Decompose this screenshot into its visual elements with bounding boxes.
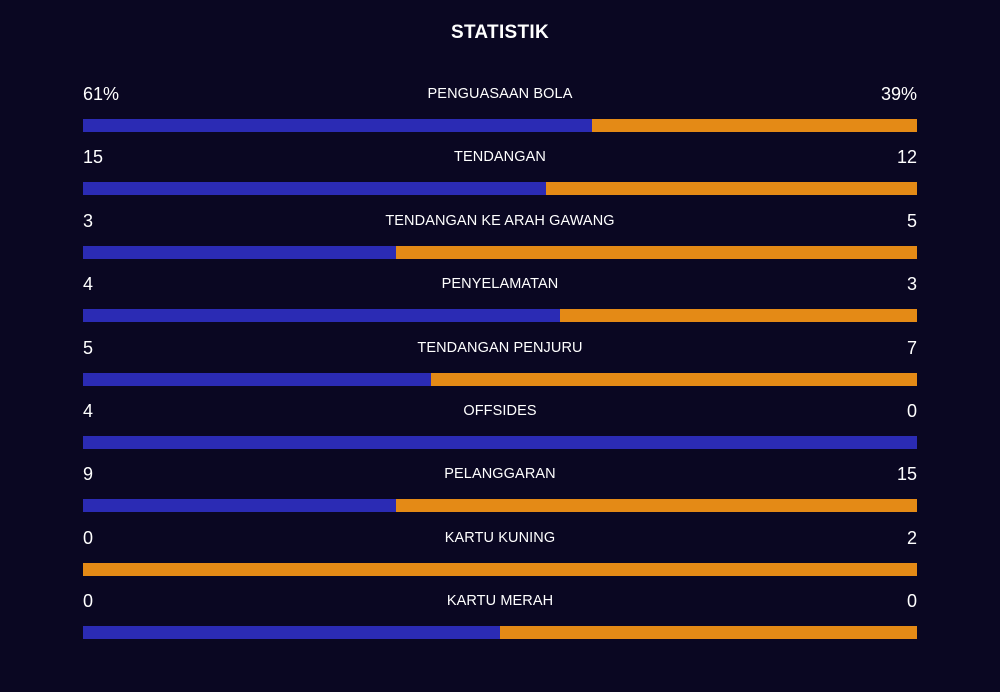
home-bar-segment [83, 499, 396, 513]
stat-row-red-cards: 0 KARTU MERAH 0 [83, 587, 917, 650]
stat-row-fouls: 9 PELANGGARAN 15 [83, 460, 917, 523]
away-value: 7 [906, 337, 917, 358]
away-bar-segment [591, 119, 917, 132]
comparison-bar [83, 562, 917, 576]
stat-label: PENYELAMATAN [441, 276, 559, 293]
home-bar-segment [83, 435, 917, 449]
home-bar-segment [83, 182, 547, 196]
away-bar-segment [430, 372, 917, 386]
stat-label: TENDANGAN KE ARAH GAWANG [385, 212, 615, 229]
home-bar-segment [83, 245, 396, 259]
home-value: 3 [83, 210, 94, 231]
away-value: 0 [906, 400, 917, 421]
comparison-bar [83, 435, 917, 449]
stat-label: KARTU KUNING [444, 529, 556, 546]
stats-list: 61% PENGUASAAN BOLA 39% 15 TENDANGAN 12 … [83, 80, 917, 651]
away-bar-segment [83, 562, 917, 576]
away-value: 15 [896, 464, 917, 485]
away-bar-segment [559, 309, 917, 323]
away-value: 0 [906, 591, 917, 612]
comparison-bar [83, 309, 917, 323]
away-bar-segment [395, 499, 917, 513]
away-bar-segment [500, 626, 917, 640]
stat-row-corners: 5 TENDANGAN PENJURU 7 [83, 334, 917, 397]
comparison-bar [83, 499, 917, 513]
home-bar-segment [83, 626, 500, 640]
stat-row-possession: 61% PENGUASAAN BOLA 39% [83, 80, 917, 143]
comparison-bar [83, 245, 917, 259]
comparison-bar [83, 182, 917, 196]
comparison-bar [83, 626, 917, 640]
home-value: 0 [83, 591, 94, 612]
home-value: 4 [83, 274, 94, 295]
stat-label: TENDANGAN PENJURU [417, 339, 583, 356]
home-value: 4 [83, 400, 94, 421]
comparison-bar [83, 119, 917, 132]
home-value: 5 [83, 337, 94, 358]
away-value: 12 [896, 147, 917, 168]
away-value: 2 [906, 527, 917, 548]
away-value: 5 [906, 210, 917, 231]
away-bar-segment [395, 245, 917, 259]
stat-row-shots: 15 TENDANGAN 12 [83, 143, 917, 206]
home-value: 15 [83, 147, 104, 168]
away-bar-segment [546, 182, 917, 196]
stat-label: KARTU MERAH [446, 593, 554, 610]
away-value: 3 [906, 274, 917, 295]
stat-label: TENDANGAN [454, 149, 546, 166]
home-bar-segment [83, 119, 592, 132]
stat-row-yellow-cards: 0 KARTU KUNING 2 [83, 524, 917, 587]
home-value: 0 [83, 527, 94, 548]
stat-label: PELANGGARAN [444, 466, 556, 483]
stat-row-shots-on-target: 3 TENDANGAN KE ARAH GAWANG 5 [83, 207, 917, 270]
home-value: 61% [83, 84, 120, 104]
stats-title: STATISTIK [450, 22, 550, 43]
stat-label: PENGUASAAN BOLA [427, 86, 573, 102]
comparison-bar [83, 372, 917, 386]
home-value: 9 [83, 464, 94, 485]
stat-row-offsides: 4 OFFSIDES 0 [83, 397, 917, 460]
home-bar-segment [83, 309, 560, 323]
away-value: 39% [880, 84, 917, 104]
home-bar-segment [83, 372, 431, 386]
stat-label: OFFSIDES [463, 402, 537, 419]
stat-row-saves: 4 PENYELAMATAN 3 [83, 270, 917, 333]
